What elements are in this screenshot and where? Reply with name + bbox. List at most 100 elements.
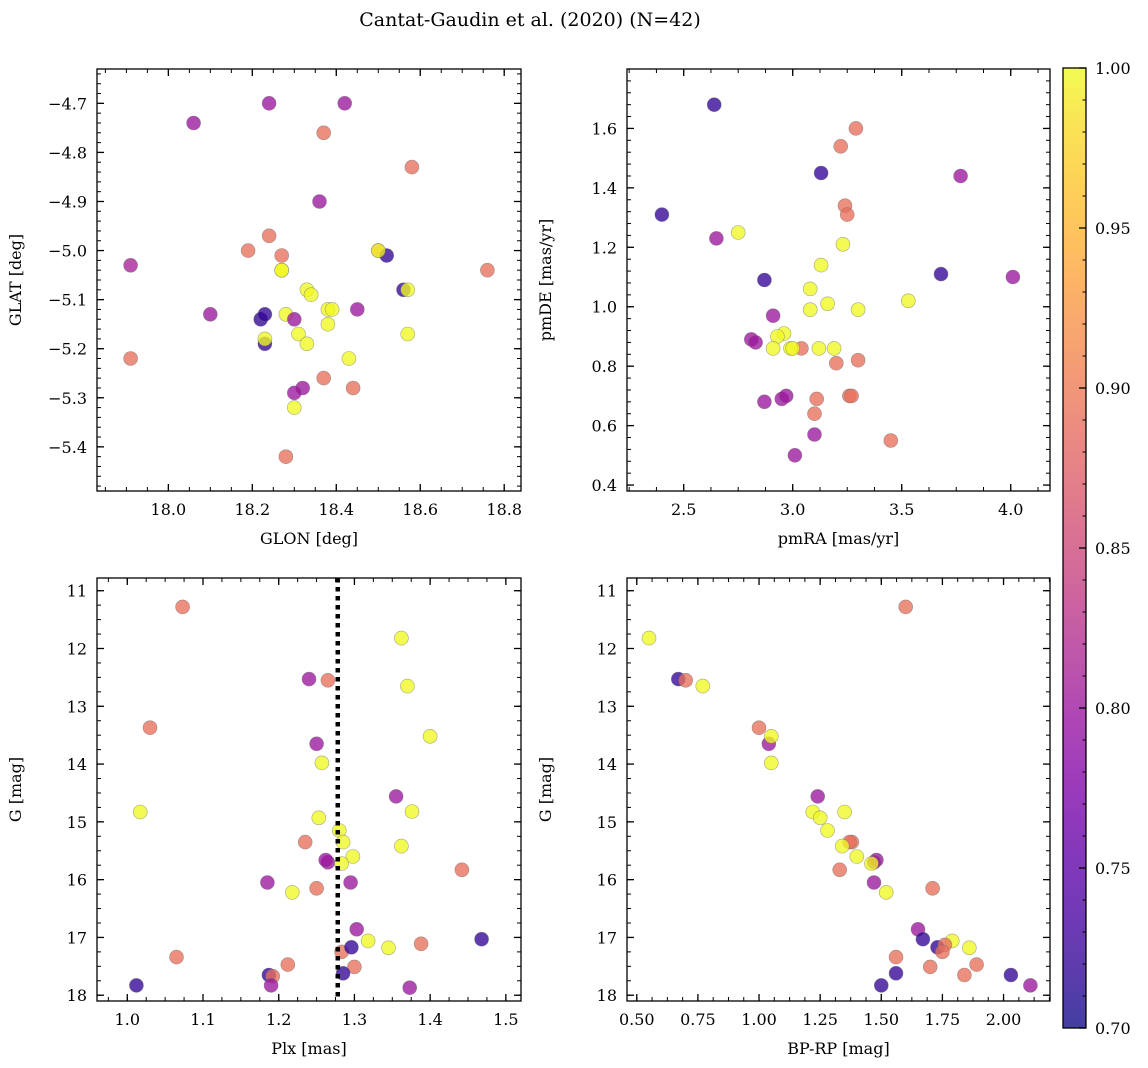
data-point [341,351,357,366]
data-point [969,957,984,972]
y-tick-label: −4.7 [48,94,87,113]
x-tick-label: 1.25 [802,1010,838,1029]
data-point [883,433,899,448]
data-point [935,944,950,960]
data-point [278,449,294,465]
axes-frame [96,577,522,1002]
y-axis-label: G [mag] [6,757,25,822]
data-point [400,678,415,694]
data-point [802,302,818,318]
data-point [402,980,418,996]
y-tick-label: 15 [67,813,87,832]
data-point [826,341,842,356]
data-point [394,838,409,854]
data-point [844,388,859,404]
data-point [203,306,218,322]
x-tick-label: 3.5 [889,500,914,519]
x-axis-label: BP-RP [mag] [787,1039,889,1058]
data-point [812,810,828,826]
data-point [280,957,296,972]
data-point [751,720,767,736]
data-point [757,394,772,410]
x-tick-label: 18.4 [318,500,354,519]
data-point [345,380,361,396]
data-point [347,959,362,975]
panel-pm: 2.5 3.0 3.5 4.0 0.4 0.6 0.8 1.0 1.2 1.4 1.6 pmRA [m… [536,68,1051,548]
points-pm [654,97,1021,463]
data-point [370,243,386,258]
y-tick-label: 0.6 [592,417,617,436]
data-point [1005,269,1021,285]
data-point [309,880,324,896]
data-point [286,311,302,327]
y-tick-label: 18 [597,986,617,1005]
data-point [260,875,275,890]
panel-lon-lat: 18.0 18.2 18.4 18.6 18.8 −4.7 −4.8 −4.9 −5.0 −5.1… [6,68,522,548]
data-point [850,302,866,318]
x-tick-label: 1.1 [190,1010,215,1029]
data-point [274,262,290,278]
data-point [132,804,148,820]
data-point [454,862,470,878]
data-point [257,306,273,322]
y-axis-label: G [mag] [536,757,555,822]
data-point [175,599,190,615]
x-tick-label: 2.5 [671,500,696,519]
data-point [834,838,850,854]
data-point [866,875,882,890]
data-point [240,243,256,258]
data-point [349,921,365,937]
data-point [850,352,866,368]
data-point [915,931,931,947]
y-tick-label: 18 [67,986,87,1005]
x-axis-label: Plx [mas] [271,1039,346,1058]
y-tick-label: 14 [597,755,617,774]
data-point [381,940,396,956]
data-point [169,949,184,965]
data-point [835,237,851,252]
y-tick-label: 0.8 [592,357,617,376]
data-point [324,302,340,317]
data-point [785,341,801,356]
points-lon-lat [123,96,495,465]
data-point [810,789,826,804]
data-point [765,341,781,356]
y-tick-label: 1.2 [592,238,617,257]
panel-plx-g: 1.0 1.1 1.2 1.3 1.4 1.5 11 12 13 14 15 16 17 18 Plx [m… [6,577,522,1058]
y-tick-label: 12 [597,640,617,659]
data-point [404,804,420,819]
data-point [312,194,327,209]
data-point [809,391,825,407]
x-tick-label: 18.8 [486,500,522,519]
data-point [820,296,835,312]
x-tick-label: 2.00 [986,1010,1022,1029]
y-axis-label: GLAT [deg] [6,234,25,326]
data-point [314,755,330,771]
data-point [813,257,829,273]
data-point [394,630,409,646]
data-point [388,789,404,804]
data-point [757,272,772,288]
data-point [344,939,359,955]
colorbar-tick-label: 0.75 [1095,859,1131,878]
data-point [286,400,302,415]
data-point [301,671,317,687]
data-point [320,672,336,688]
data-point [957,967,972,983]
data-point [129,978,144,993]
data-point [787,447,803,463]
y-tick-label: 17 [67,928,87,947]
x-tick-label: 4.0 [998,500,1023,519]
y-tick-label: −4.8 [48,143,87,162]
data-point [480,262,495,278]
x-tick-label: 18.2 [235,500,271,519]
data-point [311,810,327,826]
data-point [400,282,416,298]
y-tick-label: −5.4 [48,438,87,457]
x-tick-label: 1.4 [417,1010,442,1029]
data-point [400,326,416,342]
y-tick-label: 11 [597,582,617,601]
y-axis-label: pmDE [mas/yr] [536,219,555,342]
data-point [922,959,938,975]
data-point [123,257,138,273]
